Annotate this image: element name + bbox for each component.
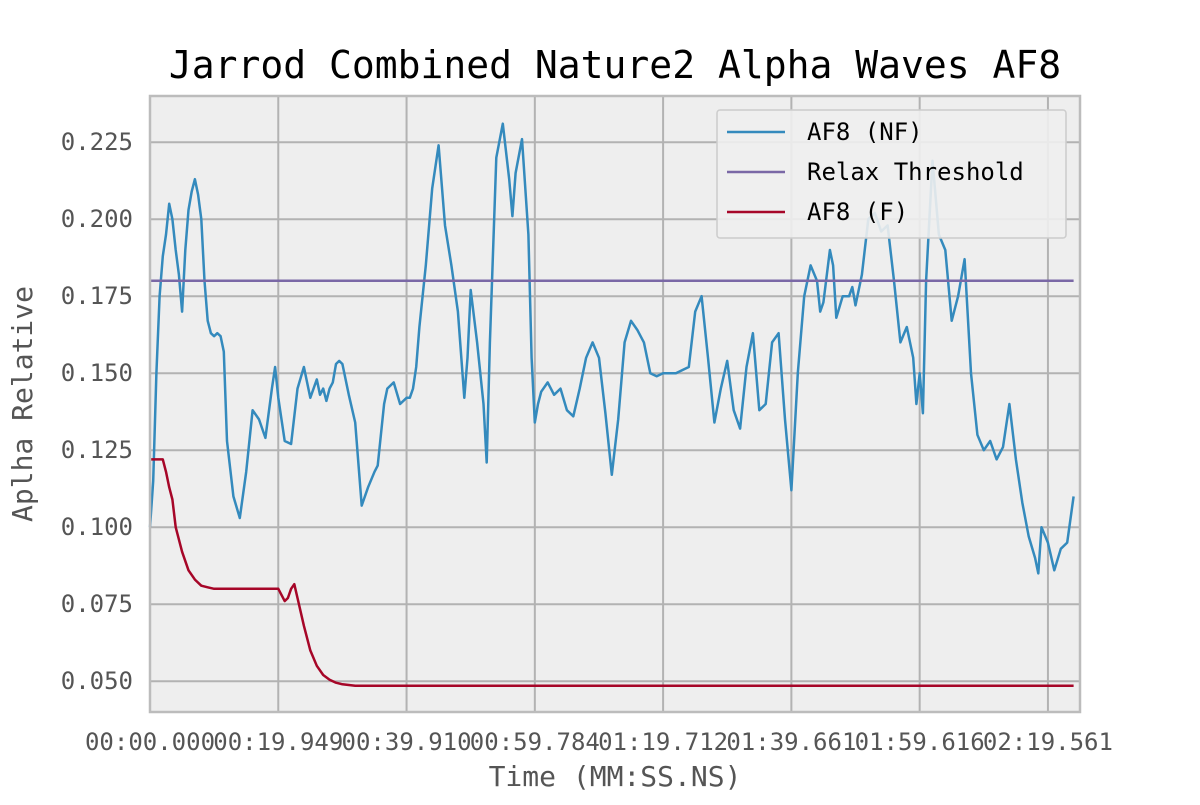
y-tick-label: 0.200 (61, 205, 133, 233)
legend-label: AF8 (F) (807, 198, 908, 226)
x-tick-label: 01:39.661 (726, 728, 856, 756)
legend: AF8 (NF) Relax Threshold AF8 (F) (716, 109, 1067, 239)
x-tick-label: 02:19.561 (983, 728, 1113, 756)
chart-title: Jarrod Combined Nature2 Alpha Waves AF8 (169, 43, 1061, 87)
y-tick-label: 0.175 (61, 282, 133, 310)
tick-labels: 00:00.00000:19.94900:39.91000:59.78401:1… (61, 128, 1113, 756)
y-tick-label: 0.125 (61, 436, 133, 464)
y-tick-label: 0.100 (61, 513, 133, 541)
series-lines (148, 122, 1075, 688)
y-tick-label: 0.075 (61, 590, 133, 618)
x-tick-label: 00:19.949 (213, 728, 343, 756)
series-line-0 (148, 122, 1075, 575)
series-line-2 (150, 458, 1074, 688)
y-tick-label: 0.050 (61, 667, 133, 695)
y-tick-label: 0.225 (61, 128, 133, 156)
plot-frame (148, 94, 1082, 714)
x-tick-label: 00:00.000 (85, 728, 215, 756)
legend-label: AF8 (NF) (807, 118, 923, 146)
x-axis-label: Time (MM:SS.NS) (489, 760, 742, 793)
x-tick-label: 00:39.910 (342, 728, 472, 756)
x-tick-label: 01:19.712 (598, 728, 728, 756)
y-tick-label: 0.150 (61, 359, 133, 387)
legend-box (716, 109, 1067, 239)
y-axis-label: Aplha Relative (6, 286, 39, 522)
x-tick-label: 01:59.616 (855, 728, 985, 756)
legend-label: Relax Threshold (807, 158, 1024, 186)
x-tick-label: 00:59.784 (470, 728, 600, 756)
